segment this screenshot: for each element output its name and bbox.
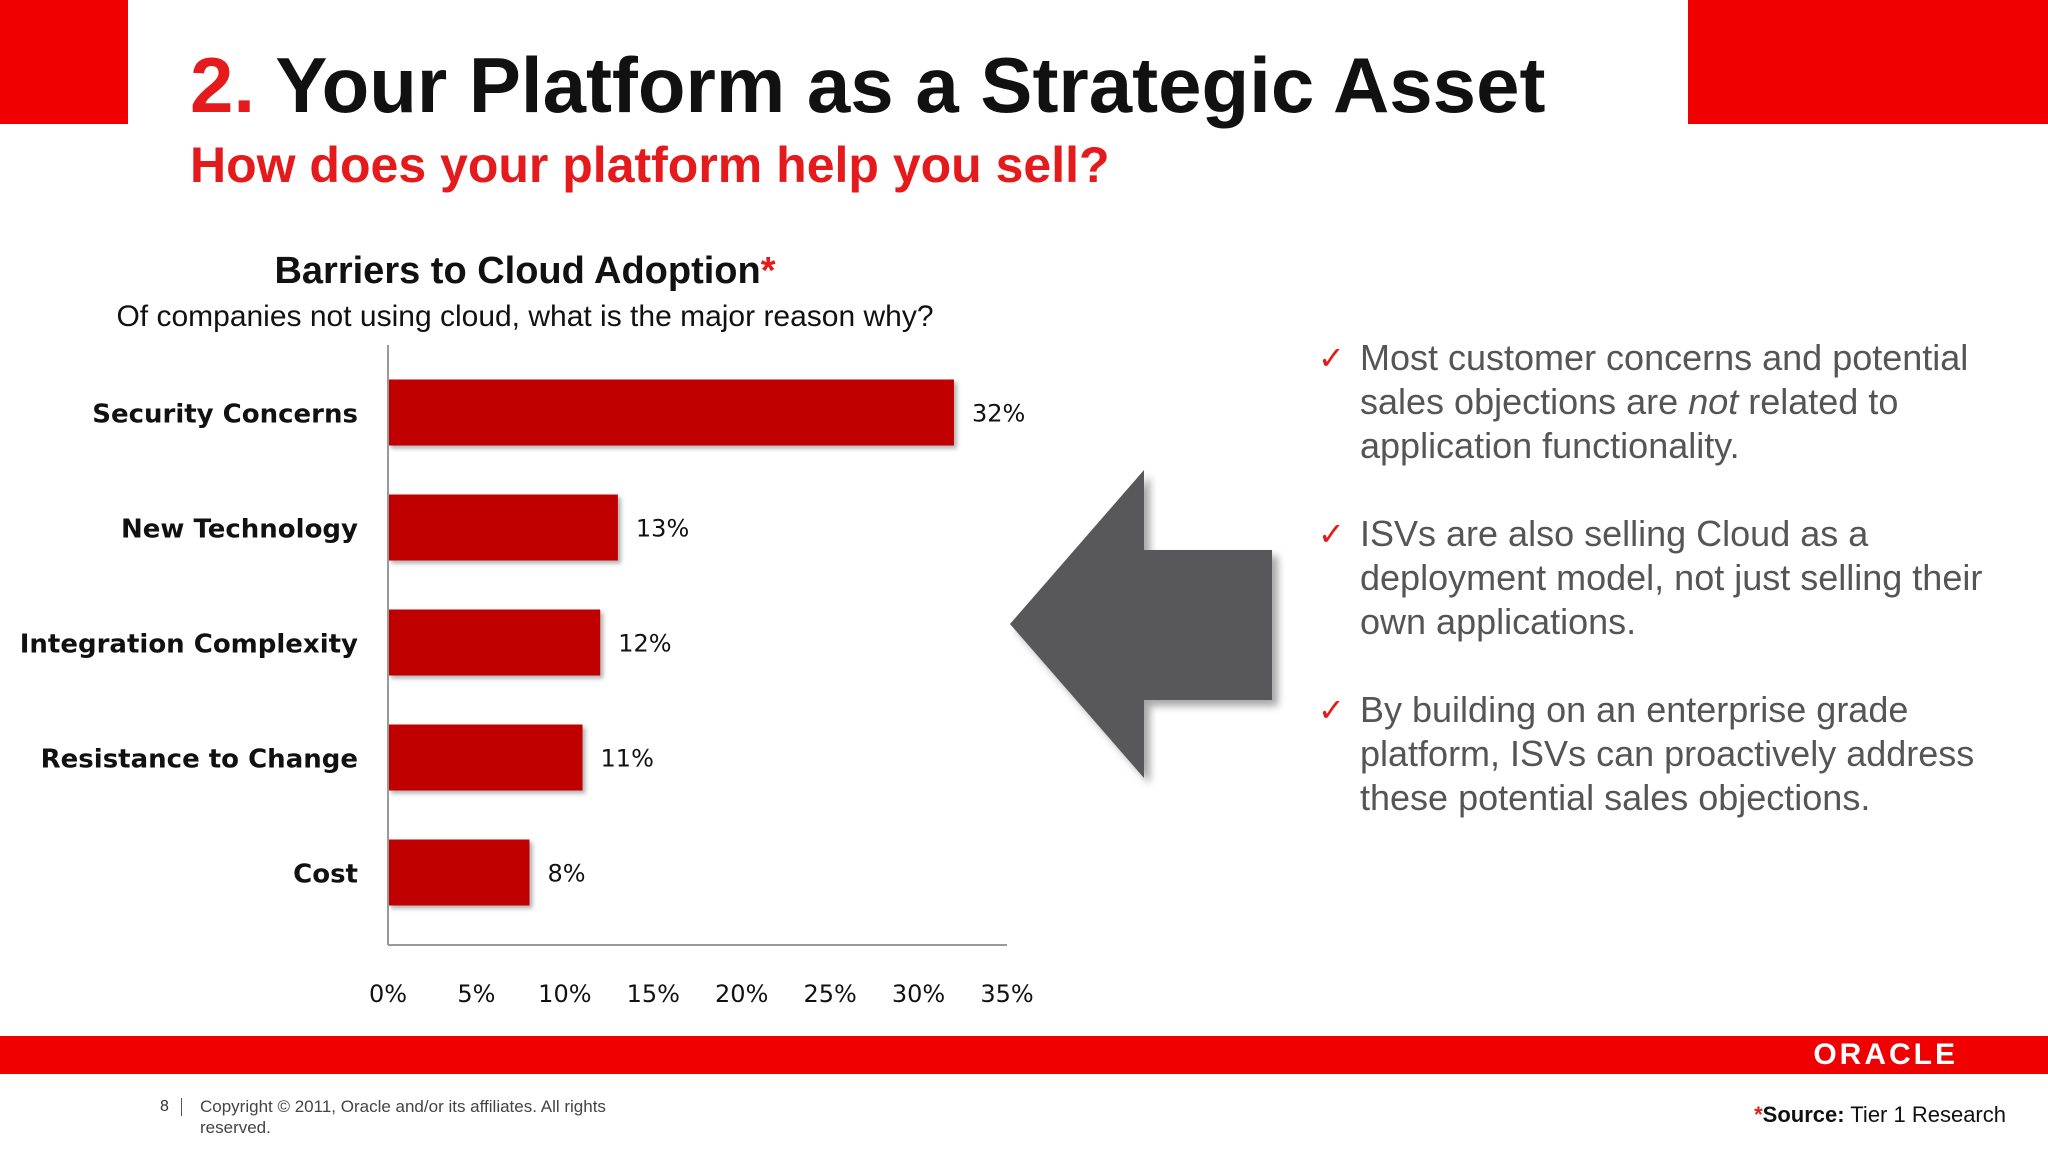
bullet-item: ✓ By building on an enterprise grade plat… bbox=[1318, 688, 2018, 820]
x-tick-label: 20% bbox=[715, 980, 768, 1008]
x-tick-label: 15% bbox=[627, 980, 680, 1008]
bullet-item: ✓ ISVs are also selling Cloud as a deploy… bbox=[1318, 512, 2018, 644]
category-label: Cost bbox=[293, 860, 358, 890]
oracle-logo: ORACLE bbox=[1813, 1038, 1958, 1071]
data-label: 32% bbox=[972, 400, 1025, 428]
x-tick-label: 35% bbox=[980, 980, 1033, 1008]
bar bbox=[388, 494, 618, 561]
bullet-text: ISVs are also selling Cloud as a deploym… bbox=[1360, 513, 1983, 642]
chart-subtitle: Of companies not using cloud, what is th… bbox=[116, 300, 934, 333]
checkmark-icon: ✓ bbox=[1318, 339, 1345, 377]
slide-title: 2. Your Platform as a Strategic Asset bbox=[190, 40, 1545, 131]
title-text: Your Platform as a Strategic Asset bbox=[275, 41, 1546, 129]
top-right-red-block bbox=[1688, 0, 2048, 124]
category-label: New Technology bbox=[121, 515, 358, 545]
source-note: *Source: Tier 1 Research bbox=[1754, 1102, 2006, 1128]
source-asterisk: * bbox=[1754, 1102, 1763, 1127]
page-number: 8 bbox=[160, 1098, 182, 1116]
checkmark-icon: ✓ bbox=[1318, 515, 1345, 553]
title-number: 2. bbox=[190, 41, 256, 129]
chart-title-text: Barriers to Cloud Adoption bbox=[274, 250, 761, 292]
source-value: Tier 1 Research bbox=[1844, 1102, 2006, 1127]
bullet-text-part: related to application functionality. bbox=[1360, 381, 1899, 466]
category-label: Security Concerns bbox=[92, 400, 358, 430]
bullet-text-emphasis: not bbox=[1688, 381, 1739, 422]
left-arrow-icon bbox=[1010, 470, 1272, 778]
x-tick-label: 0% bbox=[369, 980, 407, 1008]
footer-red-bar bbox=[0, 1036, 2048, 1074]
x-tick-label: 25% bbox=[803, 980, 856, 1008]
bar bbox=[388, 609, 601, 676]
data-label: 13% bbox=[636, 515, 689, 543]
top-left-red-block bbox=[0, 0, 128, 124]
category-label: Resistance to Change bbox=[41, 745, 358, 775]
x-tick-label: 5% bbox=[457, 980, 495, 1008]
copyright-text: Copyright © 2011, Oracle and/or its affi… bbox=[200, 1097, 606, 1137]
source-label: Source: bbox=[1762, 1102, 1845, 1127]
bar bbox=[388, 724, 583, 791]
bar bbox=[388, 379, 954, 446]
chart-title: Barriers to Cloud Adoption* bbox=[0, 250, 1050, 293]
x-tick-label: 30% bbox=[892, 980, 945, 1008]
chart-title-asterisk: * bbox=[760, 250, 776, 292]
checkmark-icon: ✓ bbox=[1318, 691, 1345, 729]
category-label: Integration Complexity bbox=[20, 630, 358, 660]
bar-chart: Security Concerns 32% New Technology 13% Int… bbox=[20, 345, 1034, 1008]
bullet-text: By building on an enterprise grade platf… bbox=[1360, 689, 1975, 818]
slide-subtitle: How does your platform help you sell? bbox=[190, 137, 1110, 193]
bullet-item: ✓ Most customer concerns and potential sa… bbox=[1318, 336, 2018, 468]
bullet-list: ✓ Most customer concerns and potential sa… bbox=[1318, 336, 2018, 864]
bar bbox=[388, 839, 530, 906]
data-label: 8% bbox=[547, 860, 585, 888]
bullet-text-part: Most customer concerns and potential sal… bbox=[1360, 337, 1969, 422]
data-label: 12% bbox=[618, 630, 671, 658]
x-tick-label: 10% bbox=[538, 980, 591, 1008]
data-label: 11% bbox=[601, 745, 654, 773]
